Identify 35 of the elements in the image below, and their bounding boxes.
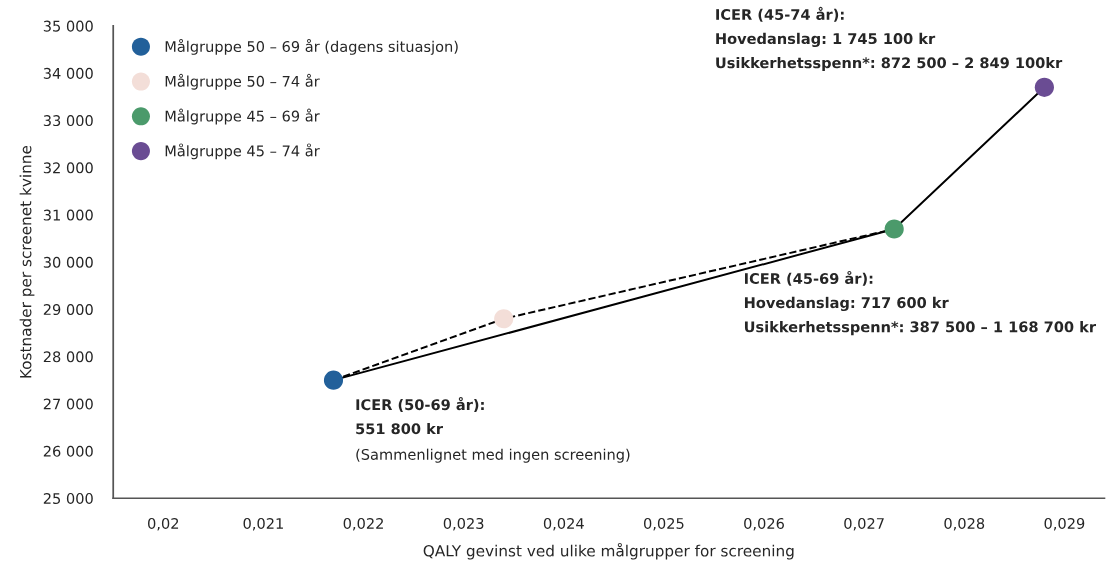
- annotation: ICER (45-69 år): Hovedanslag: 717 600 kr Usikkerhetsspenn*: 387 500 – 1 168 700 kr: [744, 270, 1097, 336]
- annotation: (Sammenlignet med ingen screening): [356, 448, 630, 463]
- y-tick-label: 31 000: [43, 209, 93, 221]
- y-tick-label: 27 000: [43, 398, 93, 410]
- y-tick-label: 26 000: [43, 445, 93, 457]
- x-tick-label: 0,025: [643, 517, 684, 531]
- point: [323, 370, 344, 390]
- y-tick-label: 30 000: [43, 256, 93, 268]
- legend-label: Målgruppe 50 – 69 år (dagens situasjon): [165, 39, 458, 55]
- y-tick-label: 33 000: [43, 115, 93, 127]
- x-tick-label: 0,028: [944, 517, 985, 531]
- x-tick-label: 0,022: [343, 517, 383, 531]
- x-tick-label: 0,02: [148, 517, 179, 531]
- point: [884, 219, 904, 239]
- x-tick-label: 0,026: [744, 517, 784, 531]
- x-tick-label: 0,029: [1044, 517, 1085, 531]
- x-tick-label: 0,023: [443, 517, 484, 531]
- y-tick-label: 25 000: [43, 492, 93, 504]
- y-tick-label: 28 000: [43, 351, 93, 363]
- x-tick-label: 0,024: [543, 517, 584, 531]
- x-axis-title: QALY gevinst ved ulike målgrupper for screening: [423, 542, 794, 560]
- y-axis-title: Kostnader per screenet kvinne: [19, 145, 35, 378]
- x-tick-label: 0,027: [844, 517, 884, 531]
- annotation: ICER (50-69 år): 551 800 kr: [356, 397, 484, 435]
- y-tick-label: 32 000: [43, 162, 93, 174]
- y-tick-label: 29 000: [43, 304, 93, 316]
- y-tick-label: 35 000: [43, 20, 93, 32]
- point: [1034, 77, 1054, 97]
- y-tick-label: 34 000: [43, 67, 93, 79]
- legend-label: Målgruppe 45 – 74 år: [165, 143, 320, 160]
- annotation: ICER (45-74 år): Hovedanslag: 1 745 100 kr Usikkerhetsspenn*: 872 500 – 2 849 100kr: [716, 6, 1063, 72]
- legend-label: Målgruppe 45 – 69 år: [165, 108, 320, 125]
- legend-label: Målgruppe 50 – 74 år: [165, 73, 320, 90]
- x-tick-label: 0,021: [243, 517, 283, 531]
- point: [494, 309, 514, 329]
